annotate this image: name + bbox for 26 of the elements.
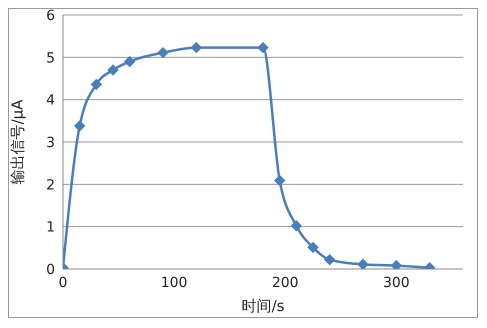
point xyxy=(190,42,202,54)
point xyxy=(258,42,268,54)
point xyxy=(358,258,368,269)
y-tick-label: 1 xyxy=(46,220,55,236)
point xyxy=(74,120,86,132)
x-tick-label: 0 xyxy=(58,274,68,291)
y-tick-label: 0 xyxy=(46,262,55,278)
x-tick-label: 100 xyxy=(160,274,188,291)
x-tick-label: 200 xyxy=(272,274,299,291)
point xyxy=(158,47,168,58)
x-axis-title: 时间/s xyxy=(242,297,285,315)
point xyxy=(390,260,402,269)
point xyxy=(108,64,118,76)
point xyxy=(124,56,136,68)
point xyxy=(308,242,318,253)
y-tick-label: 3 xyxy=(46,134,55,151)
point xyxy=(90,78,102,90)
y-axis-title: 输出信号/μA xyxy=(8,98,26,184)
y-tick-label: 6 xyxy=(46,8,56,24)
point xyxy=(324,254,336,266)
x-tick-label: 300 xyxy=(382,274,410,291)
y-tick-label: 5 xyxy=(46,50,55,66)
y-tick-label: 2 xyxy=(46,177,55,194)
point xyxy=(274,175,286,186)
point xyxy=(290,220,302,232)
y-tick-label: 4 xyxy=(46,92,56,109)
